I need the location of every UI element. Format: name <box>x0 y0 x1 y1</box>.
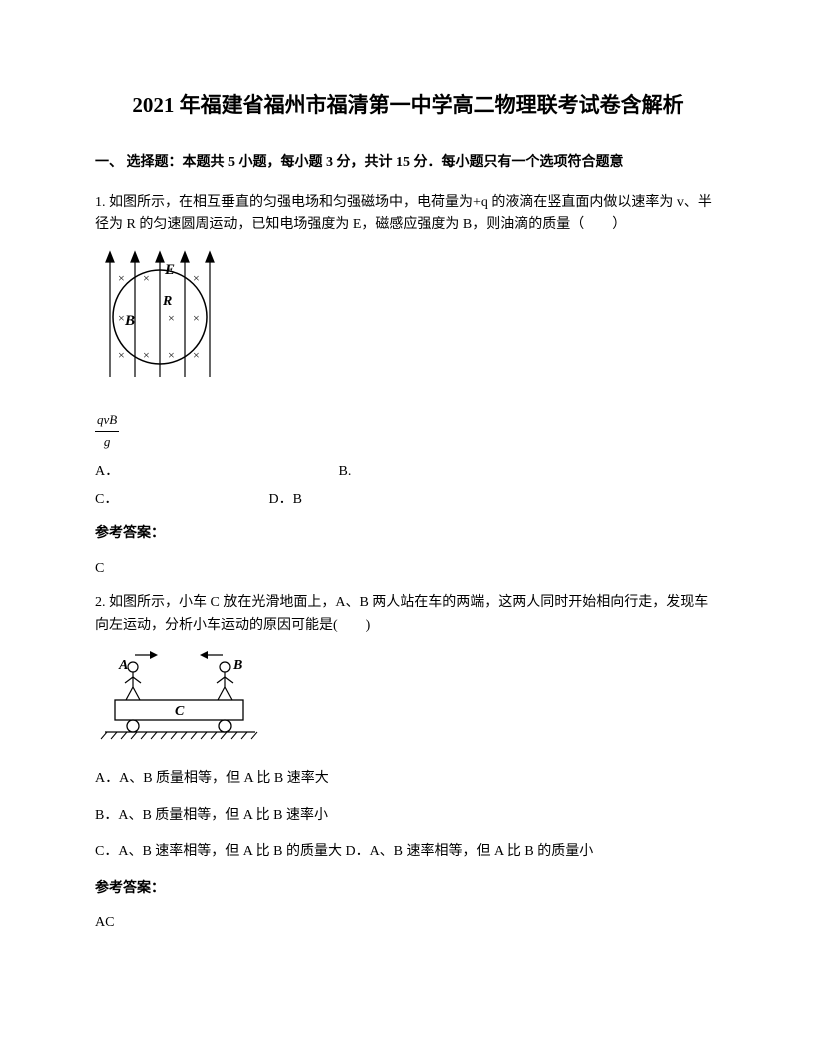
q1-figure: × × × × × × × × × × E R B <box>95 247 721 395</box>
q2-answer: AC <box>95 912 721 934</box>
q1-answer-label: 参考答案： <box>95 523 721 545</box>
svg-text:R: R <box>162 294 172 309</box>
svg-text:×: × <box>168 348 175 362</box>
section-heading: 一、 选择题：本题共 5 小题，每小题 3 分，共计 15 分．每小题只有一个选… <box>95 152 721 174</box>
q2-options: A．A、B 质量相等，但 A 比 B 速率大 B．A、B 质量相等，但 A 比 … <box>95 768 721 863</box>
svg-text:×: × <box>143 348 150 362</box>
svg-text:×: × <box>118 311 125 325</box>
svg-text:×: × <box>193 348 200 362</box>
svg-text:×: × <box>193 311 200 325</box>
q1-options-row1: A． B. <box>95 461 721 483</box>
q2-text: 2. 如图所示，小车 C 放在光滑地面上，A、B 两人站在车的两端，这两人同时开… <box>95 592 721 637</box>
svg-text:E: E <box>164 262 175 278</box>
svg-text:B: B <box>124 313 135 329</box>
q1-text: 1. 如图所示，在相互垂直的匀强电场和匀强磁场中，电荷量为+q 的液滴在竖直面内… <box>95 192 721 237</box>
q2-option-b: B．A、B 质量相等，但 A 比 B 速率小 <box>95 805 721 827</box>
svg-text:×: × <box>193 271 200 285</box>
q1-answer: C <box>95 558 721 580</box>
page-title: 2021 年福建省福州市福清第一中学高二物理联考试卷含解析 <box>95 90 721 122</box>
svg-text:A: A <box>118 658 128 673</box>
q1-options-row2: C． D．B <box>95 489 721 511</box>
svg-text:C: C <box>175 704 185 719</box>
svg-text:B: B <box>232 658 242 673</box>
q1-option-c: C． <box>95 489 265 511</box>
svg-text:×: × <box>118 348 125 362</box>
q2-answer-label: 参考答案： <box>95 878 721 900</box>
q2-figure: A B C <box>95 647 721 750</box>
q2-option-cd: C．A、B 速率相等，但 A 比 B 的质量大 D．A、B 速率相等，但 A 比… <box>95 841 721 863</box>
q1-option-b: B. <box>339 464 352 479</box>
q1-option-a: A． <box>95 461 335 483</box>
q2-option-a: A．A、B 质量相等，但 A 比 B 速率大 <box>95 768 721 790</box>
q1-option-d: D．B <box>269 492 302 507</box>
svg-text:×: × <box>143 271 150 285</box>
svg-text:×: × <box>168 311 175 325</box>
svg-text:×: × <box>118 271 125 285</box>
q1-formula: qvB g <box>95 410 721 453</box>
